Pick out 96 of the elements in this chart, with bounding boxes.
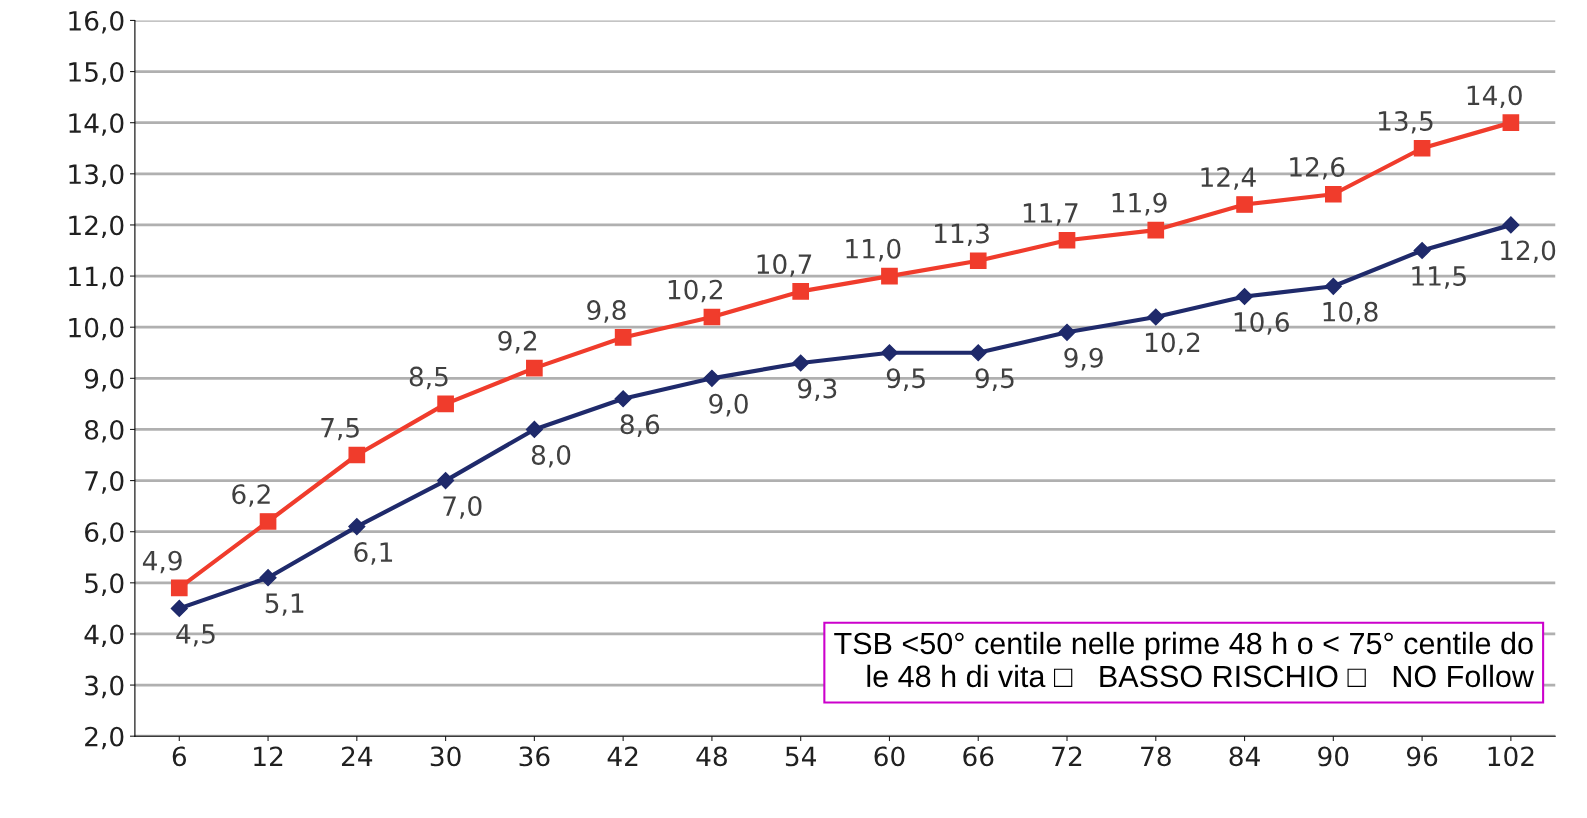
point [259, 513, 277, 530]
x-tick-label: 12 [254, 746, 283, 766]
data-label: 12,4 [1201, 167, 1256, 190]
y-tick-label: 3,0 [85, 675, 124, 699]
data-label: 8,0 [531, 444, 571, 468]
data-label: 10,6 [1234, 312, 1289, 335]
data-label: 10,8 [1323, 301, 1378, 325]
x-tick-label: 6 [172, 746, 187, 767]
data-label: 8,6 [620, 414, 660, 437]
data-label: 4,9 [142, 550, 182, 574]
y-tick-label: 13,0 [69, 164, 124, 187]
point [703, 308, 721, 326]
point [969, 252, 987, 270]
point [792, 354, 810, 372]
y-tick-label: 15,0 [69, 62, 124, 85]
y-tick-label: 8,0 [85, 419, 124, 443]
data-label: 10,2 [1145, 332, 1200, 356]
x-tick-label: 54 [785, 746, 816, 767]
data-label: 11,9 [1112, 192, 1167, 216]
y-tick-label: 16,0 [69, 10, 124, 34]
y-tick-label: 12,0 [69, 215, 124, 239]
x-tick-label: 72 [1052, 746, 1082, 766]
y-tick-label: 9,0 [84, 368, 124, 392]
x-tick-label: 36 [519, 746, 550, 767]
point [170, 599, 188, 617]
data-label: 9,2 [498, 330, 537, 354]
point [614, 390, 632, 408]
point [969, 344, 987, 362]
data-label: 8,5 [409, 366, 448, 390]
point [437, 472, 455, 490]
point [525, 420, 543, 439]
point [881, 267, 898, 285]
data-label: 5,1 [265, 593, 304, 616]
point [792, 283, 810, 300]
point [259, 569, 277, 587]
y-tick-label: 5,0 [85, 573, 124, 596]
point [1058, 323, 1076, 341]
x-tick-label: 24 [341, 746, 373, 766]
x-tick-label: 42 [607, 746, 638, 766]
data-label: 9,9 [1064, 347, 1103, 371]
y-tick-label: 6,0 [85, 522, 124, 545]
data-label: 6,2 [232, 484, 270, 507]
x-tick-label: 78 [1141, 746, 1171, 767]
x-tick-label: 60 [874, 746, 905, 767]
y-tick-label: 4,0 [84, 624, 124, 648]
point [703, 369, 721, 387]
point [1502, 114, 1520, 132]
point [1236, 287, 1254, 306]
x-tick-label: 30 [430, 746, 461, 767]
data-label: 7,5 [321, 418, 359, 441]
point [880, 344, 899, 362]
data-label: 13,5 [1378, 110, 1433, 134]
x-tick-label: 48 [696, 746, 727, 767]
y-tick-label: 2,0 [85, 726, 124, 750]
point [526, 359, 543, 377]
data-label: 11,3 [935, 223, 989, 247]
point [437, 395, 454, 413]
data-label: 9,5 [886, 368, 925, 391]
data-label: 11,0 [846, 238, 901, 262]
data-label: 12,0 [1501, 240, 1556, 264]
x-tick-label: 66 [963, 746, 994, 767]
point [1413, 139, 1431, 157]
y-tick-label: 7,0 [85, 471, 124, 494]
point [1147, 221, 1165, 239]
point [1502, 216, 1520, 234]
x-tick-label: 102 [1488, 746, 1534, 767]
data-label: 10,2 [668, 279, 722, 303]
data-label: 9,8 [587, 300, 626, 323]
point [1058, 231, 1076, 249]
data-label: 7,0 [443, 496, 482, 519]
y-tick-label: 10,0 [69, 317, 124, 341]
data-label: 9,0 [709, 393, 748, 417]
data-label: 9,3 [798, 378, 837, 402]
data-label: 10,7 [757, 254, 812, 277]
point [348, 446, 366, 464]
data-label: 14,0 [1467, 85, 1522, 109]
data-label: 6,1 [354, 542, 393, 565]
point [348, 518, 366, 536]
y-tick-label: 11,0 [69, 266, 124, 290]
point [1236, 196, 1253, 213]
point [1413, 241, 1431, 260]
annotation: TSB <50° centile nelle prime 48 h o < 75° centile do le 48 h di vita □ BASSO RISCHIO □ NO Follow [834, 631, 1535, 688]
data-label: 12,6 [1290, 156, 1345, 180]
point [170, 579, 188, 597]
data-label: 9,5 [975, 368, 1014, 391]
x-tick-label: 90 [1318, 746, 1349, 767]
point [1147, 308, 1165, 326]
data-label: 11,5 [1412, 266, 1466, 289]
y-tick-label: 14,0 [69, 113, 124, 136]
data-label: 4,5 [176, 624, 215, 647]
x-tick-label: 84 [1229, 746, 1260, 767]
x-tick-label: 96 [1406, 746, 1438, 767]
point [614, 329, 632, 346]
point [1324, 277, 1342, 295]
data-label: 11,7 [1023, 203, 1078, 226]
point [1324, 185, 1342, 203]
